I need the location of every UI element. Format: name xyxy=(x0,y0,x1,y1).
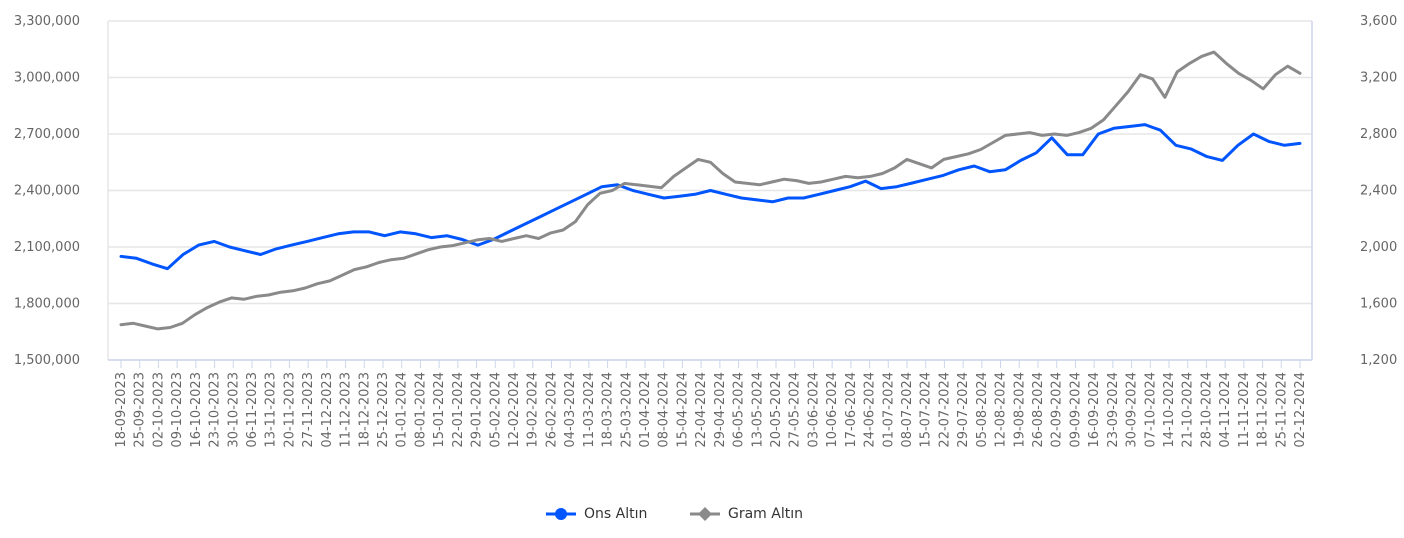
x-tick-label: 25-11-2024 xyxy=(1274,372,1289,448)
x-tick-label: 16-10-2023 xyxy=(189,372,204,448)
x-tick-label: 08-01-2024 xyxy=(413,372,428,448)
x-tick-label: 25-03-2024 xyxy=(619,372,634,448)
x-tick-label: 01-07-2024 xyxy=(881,372,896,448)
x-tick-label: 14-10-2024 xyxy=(1162,372,1177,448)
legend-item-ons-altin[interactable]: Ons Altın xyxy=(546,502,647,526)
x-tick-label: 10-06-2024 xyxy=(825,372,840,448)
series-lines xyxy=(119,50,1302,331)
x-tick-label: 08-07-2024 xyxy=(900,372,915,448)
x-tick-label: 27-11-2023 xyxy=(301,372,316,448)
x-tick-label: 01-04-2024 xyxy=(638,372,653,448)
legend-item-gram-altin[interactable]: Gram Altın xyxy=(690,502,803,526)
grid-lines xyxy=(108,20,1312,361)
y-right-tick-label: 3,200 xyxy=(1360,71,1397,86)
x-tick-label: 20-11-2023 xyxy=(282,372,297,448)
x-tick-label: 27-05-2024 xyxy=(788,372,803,448)
x-tick-label: 16-09-2024 xyxy=(1087,372,1102,448)
x-tick-label: 06-05-2024 xyxy=(732,372,747,448)
y-left-tick-label: 1,800,000 xyxy=(14,297,80,312)
x-tick-label: 05-08-2024 xyxy=(975,372,990,448)
y-left-tick-label: 3,300,000 xyxy=(14,14,80,29)
x-tick-label: 22-07-2024 xyxy=(937,372,952,448)
x-tick-label: 29-07-2024 xyxy=(956,372,971,448)
x-tick-label: 25-12-2023 xyxy=(376,372,391,448)
x-tick-label: 21-10-2024 xyxy=(1181,372,1196,448)
y-left-tick-label: 2,400,000 xyxy=(14,184,80,199)
x-tick-label: 02-12-2024 xyxy=(1293,372,1308,448)
x-tick-label: 30-10-2023 xyxy=(226,372,241,448)
x-tick-label: 22-04-2024 xyxy=(694,372,709,448)
legend-swatch-ons-altin xyxy=(546,508,576,520)
y-right-tick-label: 2,000 xyxy=(1360,240,1397,255)
x-tick-label: 04-12-2023 xyxy=(320,372,335,448)
x-tick-label: 12-02-2024 xyxy=(507,372,522,448)
x-tick-label: 01-01-2024 xyxy=(395,372,410,448)
x-tick-label: 15-01-2024 xyxy=(432,372,447,448)
x-tick-label: 11-03-2024 xyxy=(582,372,597,448)
x-tick-label: 12-08-2024 xyxy=(994,372,1009,448)
x-tick-label: 15-04-2024 xyxy=(675,372,690,448)
y-right-tick-label: 2,800 xyxy=(1360,127,1397,142)
x-tick-label: 25-09-2023 xyxy=(133,372,148,448)
x-tick-label: 13-05-2024 xyxy=(750,372,765,448)
series-line-gram-altin[interactable] xyxy=(119,50,1302,331)
legend-label-ons-altin: Ons Altın xyxy=(584,506,648,522)
x-tick-label: 20-05-2024 xyxy=(769,372,784,448)
x-tick-label: 05-02-2024 xyxy=(488,372,503,448)
x-tick-label: 28-10-2024 xyxy=(1199,372,1214,448)
x-tick-label: 09-10-2023 xyxy=(170,372,185,448)
x-axis-ticks: 18-09-2023 25-09-2023 02-10-2023 09-10-2023… xyxy=(114,360,1308,448)
x-tick-label: 11-12-2023 xyxy=(339,372,354,448)
x-tick-label: 24-06-2024 xyxy=(863,372,878,448)
x-tick-label: 04-11-2024 xyxy=(1218,372,1233,448)
x-tick-label: 23-10-2023 xyxy=(208,372,223,448)
y-right-tick-label: 2,400 xyxy=(1360,184,1397,199)
chart-svg: 1,500,000 1,800,000 2,100,000 2,400,000 2,70… xyxy=(14,14,1397,448)
x-tick-label: 07-10-2024 xyxy=(1143,372,1158,448)
x-tick-label: 08-04-2024 xyxy=(657,372,672,448)
legend: Ons Altın Gram Altın xyxy=(0,502,1404,526)
legend-swatch-gram-altin xyxy=(690,507,720,521)
y-right-tick-label: 1,600 xyxy=(1360,297,1397,312)
x-tick-label: 18-12-2023 xyxy=(357,372,372,448)
x-tick-label: 03-06-2024 xyxy=(806,372,821,448)
x-tick-label: 18-09-2023 xyxy=(114,372,129,448)
x-tick-label: 09-09-2024 xyxy=(1068,372,1083,448)
x-tick-label: 26-08-2024 xyxy=(1031,372,1046,448)
x-tick-label: 23-09-2024 xyxy=(1106,372,1121,448)
x-tick-label: 06-11-2023 xyxy=(245,372,260,448)
x-tick-label: 13-11-2023 xyxy=(264,372,279,448)
y-left-tick-label: 2,100,000 xyxy=(14,240,80,255)
x-tick-label: 02-09-2024 xyxy=(1050,372,1065,448)
x-tick-label: 18-03-2024 xyxy=(601,372,616,448)
legend-label-gram-altin: Gram Altın xyxy=(728,506,803,522)
y-axis-right-ticks: 1,200 1,600 2,000 2,400 2,800 3,200 3,600 xyxy=(1360,14,1397,368)
x-tick-label: 04-03-2024 xyxy=(563,372,578,448)
x-tick-label: 19-08-2024 xyxy=(1012,372,1027,448)
x-tick-label: 26-02-2024 xyxy=(544,372,559,448)
x-tick-label: 15-07-2024 xyxy=(919,372,934,448)
x-tick-label: 29-01-2024 xyxy=(470,372,485,448)
x-tick-label: 17-06-2024 xyxy=(844,372,859,448)
x-tick-label: 19-02-2024 xyxy=(526,372,541,448)
x-tick-label: 02-10-2023 xyxy=(151,372,166,448)
x-tick-label: 18-11-2024 xyxy=(1256,372,1271,448)
plot-area-border xyxy=(107,21,1313,361)
y-right-tick-label: 1,200 xyxy=(1360,353,1397,368)
y-axis-left-ticks: 1,500,000 1,800,000 2,100,000 2,400,000 2,70… xyxy=(14,14,80,368)
y-left-tick-label: 1,500,000 xyxy=(14,353,80,368)
y-left-tick-label: 3,000,000 xyxy=(14,71,80,86)
series-line-ons-altin[interactable] xyxy=(119,123,1302,271)
x-tick-label: 30-09-2024 xyxy=(1125,372,1140,448)
y-left-tick-label: 2,700,000 xyxy=(14,127,80,142)
x-tick-label: 22-01-2024 xyxy=(451,372,466,448)
x-tick-label: 11-11-2024 xyxy=(1237,372,1252,448)
x-tick-label: 29-04-2024 xyxy=(713,372,728,448)
y-right-tick-label: 3,600 xyxy=(1360,14,1397,29)
